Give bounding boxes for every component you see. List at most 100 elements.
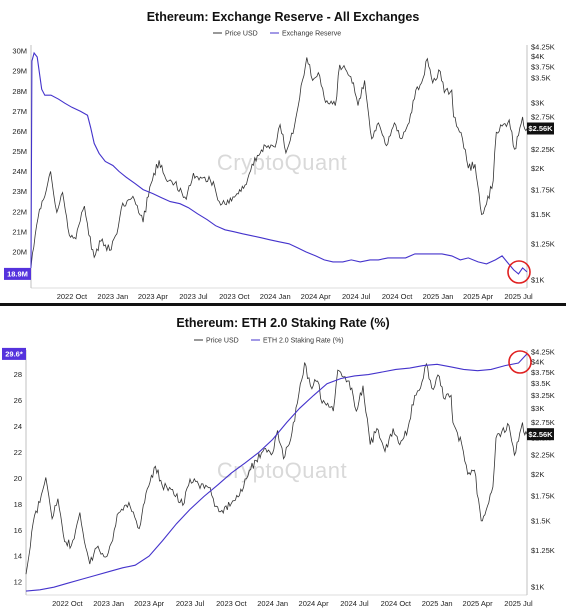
x-tick-label: 2022 Oct — [52, 599, 83, 608]
right-tick-label: $3.5K — [531, 74, 551, 83]
chart2-legend: Price USD ETH 2.0 Staking Rate (%) — [194, 338, 344, 345]
chart1-legend: Price USD Exchange Reserve — [213, 31, 341, 38]
x-tick-label: 2024 Jan — [257, 599, 288, 608]
x-tick-label: 2024 Jan — [260, 292, 291, 301]
chart2-legend-staking: ETH 2.0 Staking Rate (%) — [263, 338, 344, 345]
x-tick-label: 2023 Jan — [97, 292, 128, 301]
left-tick-label: 22M — [12, 207, 27, 216]
x-tick-label: 2023 Oct — [219, 292, 250, 301]
right-tick-label: $1.75K — [531, 185, 555, 194]
right-tick-label: $3K — [531, 404, 544, 413]
x-tick-label: 2025 Apr — [463, 292, 494, 301]
right-tick-label: $3K — [531, 99, 544, 108]
left-tick-label: 16 — [14, 526, 22, 535]
chart2-left-ticks: 28 26 24 22 20 18 16 14 12 — [14, 370, 22, 586]
x-tick-label: 2024 Apr — [301, 292, 332, 301]
right-tick-label: $1K — [531, 275, 544, 284]
left-tick-label: 21M — [12, 227, 27, 236]
left-tick-label: 14 — [14, 552, 22, 561]
left-tick-label: 24M — [12, 167, 27, 176]
chart-exchange-reserve: Ethereum: Exchange Reserve - All Exchang… — [4, 10, 555, 301]
right-tick-label: $2K — [531, 470, 544, 479]
chart2-staking-rate-series-line — [25, 353, 528, 592]
chart2-left-badge-box — [2, 347, 26, 360]
chart2-price-series-line — [25, 362, 528, 575]
x-tick-label: 2023 Jul — [176, 599, 205, 608]
right-tick-label: $3.75K — [531, 63, 555, 72]
chart2-legend-price: Price USD — [206, 338, 239, 345]
right-tick-label: $2K — [531, 164, 544, 173]
right-tick-label: $3.5K — [531, 379, 551, 388]
x-tick-label: 2025 Jan — [422, 599, 453, 608]
left-tick-label: 18 — [14, 500, 22, 509]
x-tick-label: 2025 Jul — [504, 599, 533, 608]
right-tick-label: $4.25K — [531, 42, 555, 51]
chart2-right-badge-box — [527, 428, 554, 441]
right-tick-label: $1.25K — [531, 239, 555, 248]
left-tick-label: 28M — [12, 87, 27, 96]
chart2-left-current-badge: 29.6* — [2, 347, 26, 360]
chart2-highlight-circle — [508, 350, 532, 374]
left-tick-label: 29M — [12, 67, 27, 76]
x-tick-label: 2023 Jan — [93, 599, 124, 608]
chart1-left-badge-box — [4, 267, 31, 280]
x-tick-label: 2023 Apr — [134, 599, 165, 608]
chart1-exchange-reserve-series-line — [30, 51, 528, 275]
chart1-right-current-badge: $2.56K — [527, 122, 554, 135]
right-tick-label: $3.75K — [531, 368, 555, 377]
right-tick-label: $3.25K — [531, 391, 555, 400]
chart2-right-badge-label: $2.56K — [528, 430, 553, 439]
right-tick-label: $2.75K — [531, 418, 555, 427]
left-tick-label: 22 — [14, 448, 22, 457]
left-tick-label: 26M — [12, 127, 27, 136]
chart2-right-current-badge: $2.56K — [527, 428, 554, 441]
right-tick-label: $2.25K — [531, 145, 555, 154]
chart1-right-ticks: $4.25K$4K $3.75K $3.5K $3K $2.75K $2.25K $2K $1… — [531, 42, 555, 284]
right-tick-label: $2.75K — [531, 113, 555, 122]
chart-divider — [0, 303, 566, 306]
x-tick-label: 2023 Jul — [179, 292, 208, 301]
chart1-right-badge-label: $2.56K — [528, 124, 553, 133]
x-tick-label: 2024 Oct — [381, 599, 412, 608]
right-tick-label: $1.5K — [531, 516, 551, 525]
chart1-legend-price: Price USD — [225, 31, 258, 38]
left-tick-label: 12 — [14, 578, 22, 587]
chart1-legend-reserve: Exchange Reserve — [282, 31, 341, 38]
chart2-right-ticks: $4.25K$4K$3.75K$3.5K$3.25K$3K$2.75K$2.5K… — [531, 347, 555, 591]
x-tick-label: 2024 Jul — [340, 599, 369, 608]
chart2-watermark: CryptoQuant — [217, 458, 347, 483]
chart1-price-series-line — [30, 57, 528, 268]
chart1-left-ticks: 30M 29M 28M 27M 26M 25M 24M 23M 22M 21M 20M — [12, 47, 27, 257]
x-tick-label: 2024 Apr — [299, 599, 330, 608]
chart1-watermark: CryptoQuant — [217, 150, 347, 175]
x-tick-label: 2023 Apr — [138, 292, 169, 301]
right-tick-label: $1.75K — [531, 491, 555, 500]
chart1-highlight-circle — [507, 260, 531, 284]
x-tick-label: 2025 Apr — [463, 599, 494, 608]
right-tick-label: $4K — [531, 52, 544, 61]
right-tick-label: $1.25K — [531, 546, 555, 555]
left-tick-label: 26 — [14, 396, 22, 405]
right-tick-label: $1K — [531, 582, 544, 591]
left-tick-label: 24 — [14, 422, 22, 431]
right-tick-label: $1.5K — [531, 210, 551, 219]
chart1-left-badge-label: 18.9M — [7, 270, 28, 279]
left-tick-label: 23M — [12, 187, 27, 196]
x-tick-label: 2025 Jul — [504, 292, 533, 301]
right-tick-label: $4.25K — [531, 347, 555, 356]
x-tick-label: 2025 Jan — [423, 292, 454, 301]
chart2-left-badge-label: 29.6* — [5, 350, 23, 359]
right-tick-label: $4K — [531, 357, 544, 366]
x-tick-label: 2023 Oct — [216, 599, 247, 608]
chart1-x-ticks: 2022 Oct 2023 Jan 2023 Apr 2023 Jul 2023 Oct… — [57, 292, 533, 301]
x-tick-label: 2022 Oct — [57, 292, 88, 301]
chart2-x-ticks: 2022 Oct 2023 Jan 2023 Apr 2023 Jul 2023 Oct… — [52, 599, 533, 608]
chart-staking-rate: Ethereum: ETH 2.0 Staking Rate (%) Price… — [2, 316, 555, 608]
left-tick-label: 25M — [12, 147, 27, 156]
chart1-title: Ethereum: Exchange Reserve - All Exchang… — [147, 10, 420, 24]
chart1-right-badge-box — [527, 122, 554, 135]
left-tick-label: 20 — [14, 474, 22, 483]
left-tick-label: 30M — [12, 47, 27, 56]
left-tick-label: 28 — [14, 370, 22, 379]
